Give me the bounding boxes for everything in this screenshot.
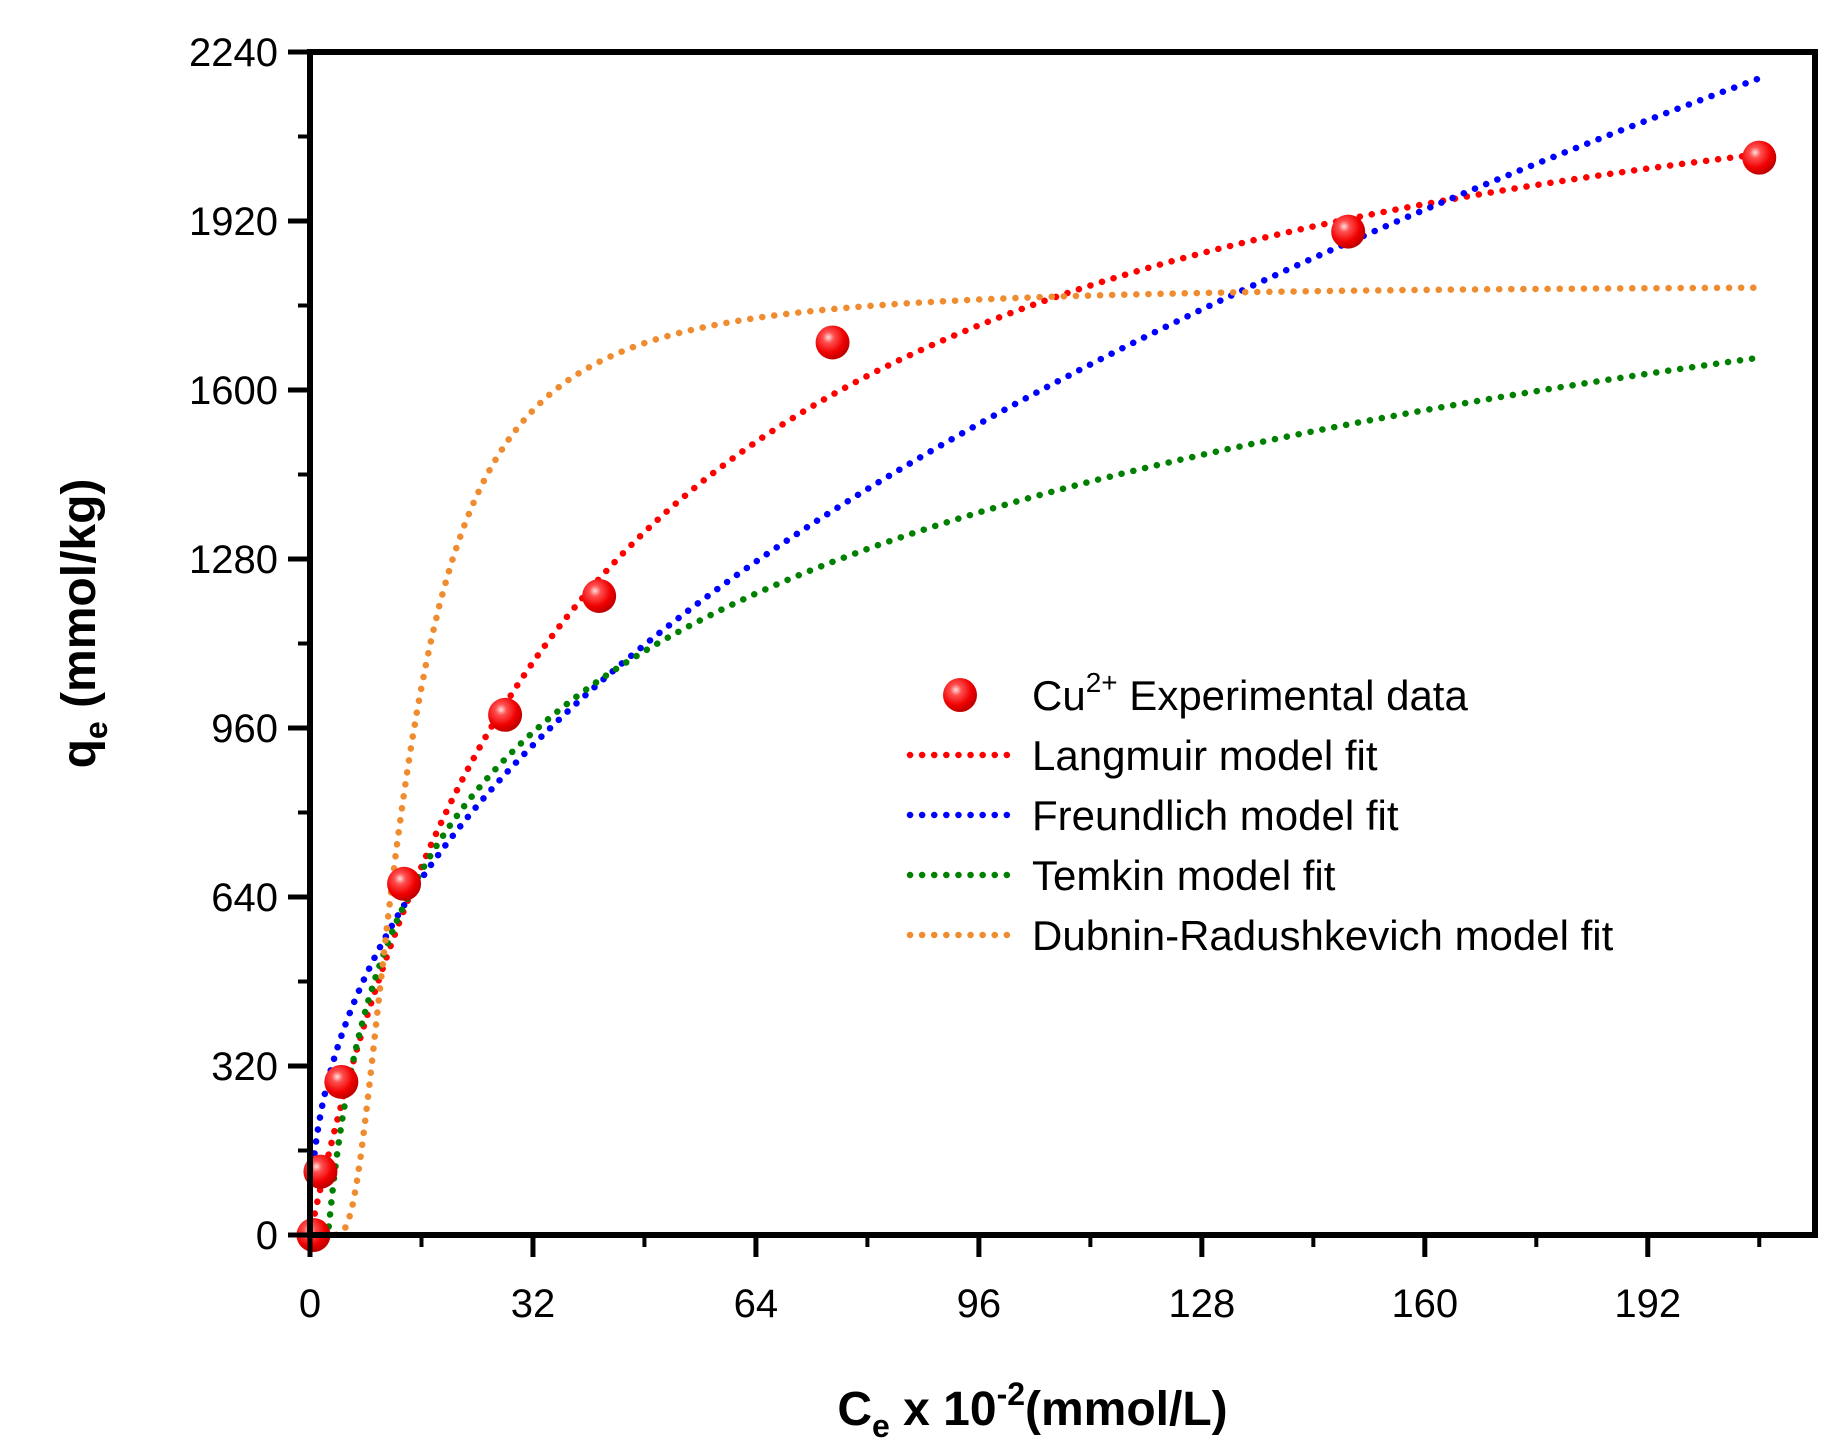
y-tick-label: 1600 [189,369,278,413]
legend-label: Langmuir model fit [1032,732,1378,779]
x-tick-label: 128 [1168,1282,1235,1326]
y-tick-label: 1920 [189,200,278,244]
legend-label: Dubnin-Radushkevich model fit [1032,912,1614,959]
x-tick-label: 0 [299,1282,321,1326]
x-tick-label: 96 [957,1282,1002,1326]
x-tick-label: 32 [511,1282,556,1326]
y-tick-label: 320 [211,1045,278,1089]
y-tick-label: 0 [256,1214,278,1258]
data-point [488,697,523,732]
x-tick-label: 64 [734,1282,779,1326]
legend-label: Cu2+ Experimental data [1032,667,1468,719]
x-tick-label: 160 [1391,1282,1458,1326]
langmuir-model-fit-curve [310,151,1762,1229]
data-point [1331,214,1366,249]
model-curves [310,75,1762,1235]
data-point [387,866,422,901]
y-axis-title: qe (mmol/kg) [53,479,114,769]
data-point [815,325,850,360]
legend-label: Freundlich model fit [1032,792,1399,839]
legend-marker-points [943,678,977,712]
x-axis-title: Ce x 10-2(mmol/L) [837,1376,1227,1444]
y-tick-label: 640 [211,876,278,920]
plot-frame [307,49,1818,1238]
freundlich-model-fit-curve [310,75,1762,1181]
legend-label: Temkin model fit [1032,852,1336,899]
x-tick-label: 192 [1614,1282,1681,1326]
experimental-points [296,140,1777,1252]
y-tick-label: 2240 [189,31,278,75]
data-point [324,1064,359,1099]
y-axis-ticks: 0 320 640 960 1280 1600 1920 2240 [189,31,310,1258]
y-tick-label: 960 [211,707,278,751]
data-point [582,578,617,613]
data-point [1742,140,1777,175]
legend: Cu2+ Experimental data Langmuir model fit… [906,667,1614,959]
x-axis-ticks: 0 32 64 96 128 160 192 [299,1235,1762,1326]
y-tick-label: 1280 [189,538,278,582]
